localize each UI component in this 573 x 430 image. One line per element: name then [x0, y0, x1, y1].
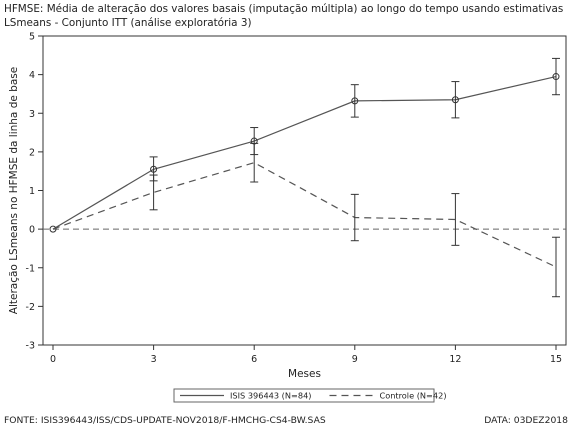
y-axis-label: Alteração LSmeans no HFMSE da linha de b… — [8, 67, 20, 314]
data-point — [150, 165, 158, 173]
y-tick-label: -3 — [26, 341, 35, 352]
footer-source: FONTE: ISIS396443/ISS/CDS-UPDATE-NOV2018… — [4, 415, 326, 426]
series-2 — [52, 142, 560, 298]
chart-title-line-1: HFMSE: Média de alteração dos valores ba… — [4, 3, 564, 15]
footer-date: DATA: 03DEZ2018 — [484, 415, 568, 426]
legend: ISIS 396443 (N=84) Controle (N=42) — [173, 388, 447, 403]
legend-label-1: ISIS 396443 (N=84) — [230, 391, 311, 401]
y-tick-label: 1 — [29, 186, 35, 197]
y-tick-label: 3 — [29, 109, 35, 120]
y-tick-label: 4 — [29, 70, 35, 81]
data-point — [351, 97, 359, 105]
y-tick-label: 2 — [29, 147, 35, 158]
series-1 — [49, 57, 560, 233]
series-line — [52, 75, 557, 230]
x-tick-label: 15 — [550, 354, 562, 365]
legend-label-2: Controle (N=42) — [379, 391, 446, 401]
x-tick-label: 6 — [251, 354, 257, 365]
data-point — [451, 96, 459, 104]
series-line — [52, 162, 557, 268]
x-tick-label: 0 — [50, 354, 56, 365]
legend-box — [173, 388, 435, 403]
chart-title: HFMSE: Média de alteração dos valores ba… — [4, 2, 570, 30]
y-tick-label: -1 — [26, 263, 35, 274]
x-tick-label: 9 — [352, 354, 358, 365]
chart-title-line-2: LSmeans - Conjunto ITT (análise explorat… — [4, 17, 252, 29]
data-point — [49, 225, 57, 233]
x-tick-label: 3 — [151, 354, 157, 365]
y-tick-label: 0 — [29, 225, 35, 236]
y-tick-label: -2 — [26, 302, 35, 313]
x-tick-label: 12 — [449, 354, 461, 365]
x-axis-label: Meses — [288, 368, 321, 380]
data-point — [552, 73, 560, 81]
y-tick-label: 5 — [29, 32, 35, 43]
